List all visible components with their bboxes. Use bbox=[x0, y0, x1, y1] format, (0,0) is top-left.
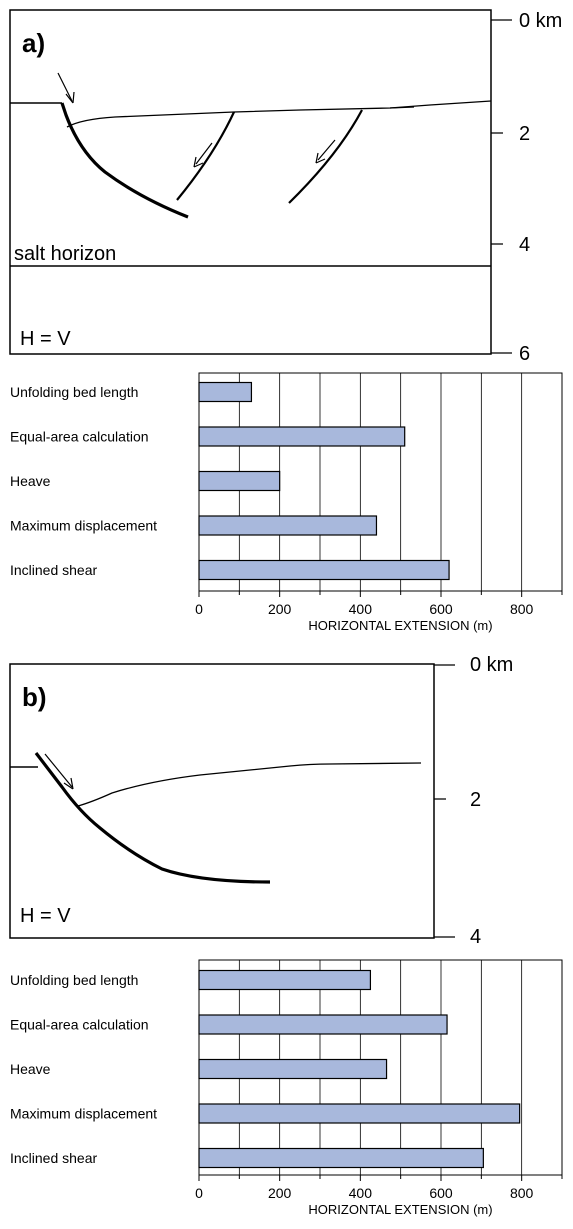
slip-arrow-icon bbox=[193, 142, 213, 168]
section-a-surface bbox=[66, 100, 492, 128]
bar bbox=[198, 426, 406, 447]
x-tick-label: 600 bbox=[429, 601, 453, 617]
x-tick-label: 600 bbox=[429, 1185, 453, 1201]
bar bbox=[198, 470, 281, 492]
slip-arrow-icon bbox=[315, 139, 336, 164]
section-b-surface bbox=[77, 762, 422, 807]
x-tick-label: 0 bbox=[195, 1185, 203, 1201]
bar bbox=[198, 381, 253, 403]
depth-tick-label: 2 bbox=[519, 123, 530, 145]
bar bbox=[198, 1014, 448, 1035]
category-label: Inclined shear bbox=[10, 1150, 98, 1166]
x-tick-label: 200 bbox=[268, 601, 292, 617]
depth-axis-b: 0 km 2 4 bbox=[434, 654, 513, 948]
listric-fault-b bbox=[34, 752, 271, 884]
depth-axis-a: 0 km 2 4 6 bbox=[491, 10, 562, 365]
category-label: Unfolding bed length bbox=[10, 384, 138, 400]
bar-chart-a: Unfolding bed length Equal-area calculati… bbox=[10, 372, 563, 633]
x-tick-label: 400 bbox=[349, 1185, 373, 1201]
listric-fault-a bbox=[60, 102, 189, 219]
category-label: Inclined shear bbox=[10, 562, 98, 578]
x-axis-title: HORIZONTAL EXTENSION (m) bbox=[308, 618, 492, 633]
category-label: Equal-area calculation bbox=[10, 1017, 149, 1033]
bar bbox=[198, 559, 450, 581]
bar bbox=[198, 1058, 388, 1080]
salt-horizon-label: salt horizon bbox=[14, 243, 116, 265]
depth-tick-label: 6 bbox=[519, 343, 530, 365]
bar bbox=[198, 1147, 484, 1169]
x-axis-title: HORIZONTAL EXTENSION (m) bbox=[308, 1202, 492, 1217]
depth-tick-label: 2 bbox=[470, 789, 481, 811]
slip-arrow-icon bbox=[57, 72, 75, 104]
category-label: Heave bbox=[10, 1061, 51, 1077]
bar bbox=[198, 1103, 521, 1124]
bar bbox=[198, 969, 372, 991]
antithetic-fault-a1 bbox=[176, 111, 235, 201]
depth-tick-label: 4 bbox=[470, 926, 481, 948]
category-label: Maximum displacement bbox=[10, 1106, 157, 1122]
scale-label-b: H = V bbox=[20, 905, 71, 927]
antithetic-fault-a2 bbox=[288, 109, 363, 204]
x-tick-label: 0 bbox=[195, 601, 203, 617]
category-label: Heave bbox=[10, 473, 51, 489]
panel-a-label: a) bbox=[22, 28, 45, 58]
cross-section-a: a) salt horizon H = V 0 km 2 4 bbox=[9, 9, 562, 365]
panel-b-label: b) bbox=[22, 682, 47, 712]
x-tick-label: 800 bbox=[510, 1185, 534, 1201]
depth-tick-label: 0 km bbox=[470, 654, 513, 676]
section-a-frame bbox=[9, 9, 492, 355]
category-label: Maximum displacement bbox=[10, 518, 157, 534]
depth-tick-label: 4 bbox=[519, 234, 530, 256]
bar-chart-b: Unfolding bed length Equal-area calculati… bbox=[10, 959, 563, 1217]
category-label: Equal-area calculation bbox=[10, 429, 149, 445]
section-a-surface-tick bbox=[389, 106, 415, 109]
x-tick-label: 800 bbox=[510, 601, 534, 617]
depth-tick-label: 0 km bbox=[519, 10, 562, 32]
x-tick-label: 400 bbox=[349, 601, 373, 617]
bar bbox=[198, 515, 378, 536]
category-label: Unfolding bed length bbox=[10, 972, 138, 988]
slip-arrow-icon bbox=[44, 753, 74, 790]
scale-label-a: H = V bbox=[20, 328, 71, 350]
x-tick-label: 200 bbox=[268, 1185, 292, 1201]
cross-section-b: b) H = V 0 km 2 4 bbox=[9, 654, 513, 948]
section-b-frame bbox=[9, 663, 435, 939]
